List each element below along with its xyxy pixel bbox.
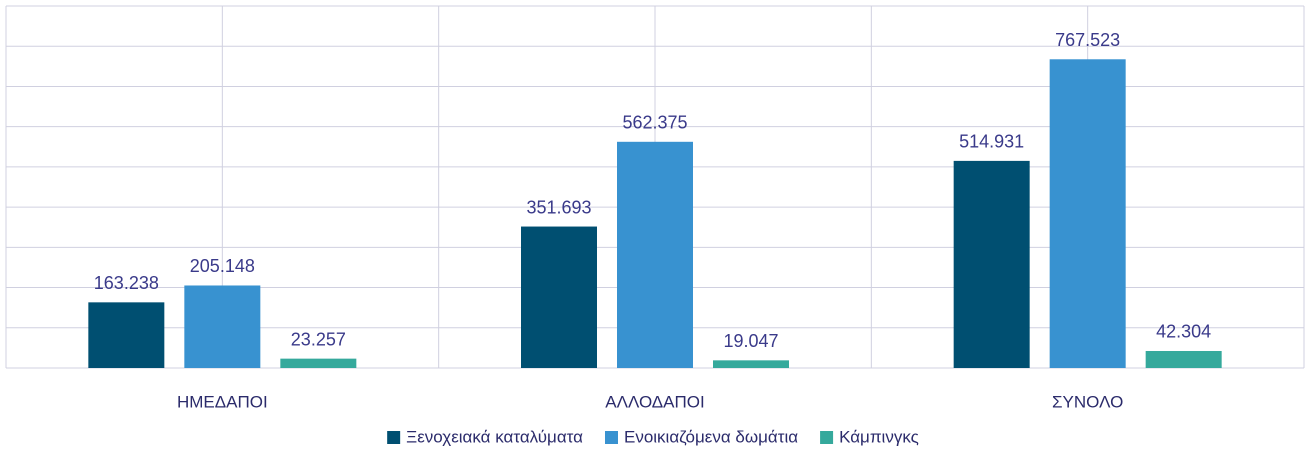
data-label: 19.047 [723, 331, 778, 351]
legend-swatch [820, 431, 834, 444]
data-label: 562.375 [622, 113, 687, 133]
data-label: 42.304 [1156, 322, 1211, 342]
data-label: 351.693 [526, 197, 591, 217]
data-label: 514.931 [959, 132, 1024, 152]
bar [521, 226, 597, 368]
bar [1049, 59, 1126, 369]
data-label: 767.523 [1055, 30, 1120, 50]
bar [280, 358, 357, 368]
data-label: 23.257 [291, 329, 346, 349]
bar [713, 360, 789, 368]
legend-label: Κάμπινγκς [839, 427, 919, 446]
legend-swatch [387, 431, 401, 444]
legend-label: Ενοικιαζόμενα δωμάτια [624, 427, 798, 446]
legend-swatch [604, 431, 618, 444]
x-tick-label: ΗΜΕΔΑΠΟΙ [177, 392, 268, 411]
data-label: 163.238 [94, 273, 159, 293]
x-tick-label: ΑΛΛΟΔΑΠΟΙ [605, 392, 704, 411]
data-label: 205.148 [190, 256, 255, 276]
x-tick-label: ΣΥΝΟΛΟ [1052, 392, 1123, 411]
bar [184, 285, 261, 368]
bar [953, 160, 1030, 368]
legend-label: Ξενοχειακά καταλύματα [406, 427, 583, 446]
bar [1145, 350, 1222, 368]
bar [617, 141, 693, 368]
bar [88, 302, 165, 368]
